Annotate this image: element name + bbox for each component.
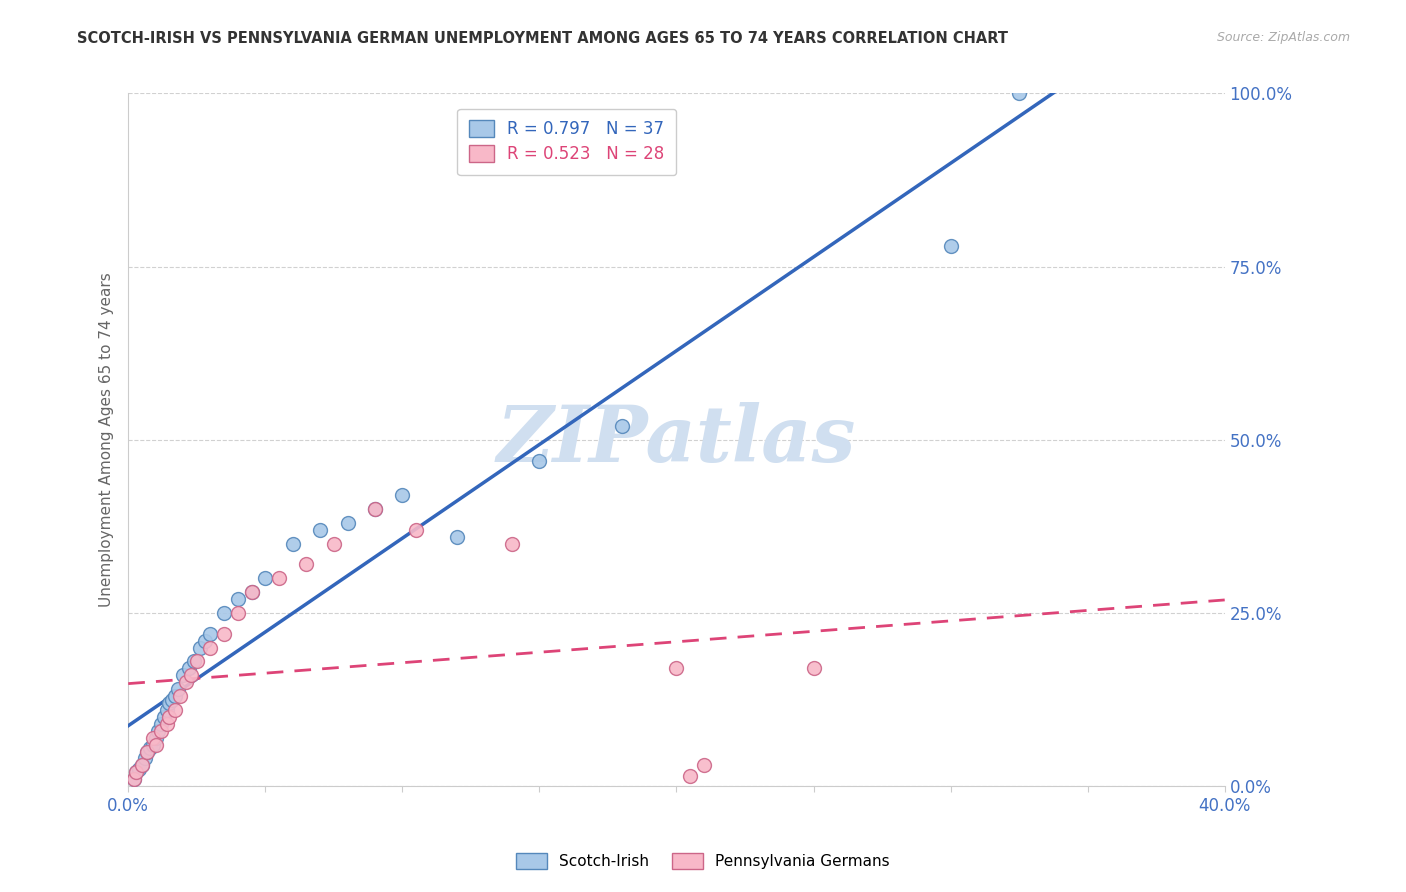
- Point: [122, 772, 145, 787]
- Point: [803, 661, 825, 675]
- Point: [254, 571, 277, 585]
- Point: [693, 758, 716, 772]
- Point: [128, 762, 150, 776]
- Point: [679, 769, 702, 783]
- Point: [322, 536, 344, 550]
- Point: [131, 758, 153, 772]
- Point: [131, 758, 153, 772]
- Point: [136, 744, 159, 758]
- Point: [148, 723, 170, 738]
- Point: [177, 661, 200, 675]
- Point: [186, 655, 208, 669]
- Point: [142, 731, 165, 745]
- Point: [200, 626, 222, 640]
- Legend: R = 0.797   N = 37, R = 0.523   N = 28: R = 0.797 N = 37, R = 0.523 N = 28: [457, 109, 676, 175]
- Point: [145, 738, 167, 752]
- Text: Source: ZipAtlas.com: Source: ZipAtlas.com: [1216, 31, 1350, 45]
- Point: [157, 696, 180, 710]
- Point: [166, 682, 188, 697]
- Point: [150, 723, 173, 738]
- Point: [364, 502, 387, 516]
- Point: [125, 765, 148, 780]
- Point: [200, 640, 222, 655]
- Point: [309, 523, 332, 537]
- Point: [157, 710, 180, 724]
- Point: [281, 536, 304, 550]
- Point: [226, 606, 249, 620]
- Point: [169, 689, 191, 703]
- Point: [665, 661, 688, 675]
- Point: [139, 741, 162, 756]
- Point: [142, 738, 165, 752]
- Point: [122, 772, 145, 787]
- Point: [405, 523, 427, 537]
- Point: [295, 558, 318, 572]
- Point: [529, 453, 551, 467]
- Point: [1008, 87, 1031, 101]
- Y-axis label: Unemployment Among Ages 65 to 74 years: Unemployment Among Ages 65 to 74 years: [100, 272, 114, 607]
- Point: [364, 502, 387, 516]
- Point: [267, 571, 290, 585]
- Point: [188, 640, 211, 655]
- Point: [240, 585, 263, 599]
- Point: [336, 516, 359, 530]
- Point: [172, 668, 194, 682]
- Point: [145, 731, 167, 745]
- Point: [156, 716, 179, 731]
- Point: [156, 703, 179, 717]
- Point: [240, 585, 263, 599]
- Point: [212, 606, 235, 620]
- Point: [226, 592, 249, 607]
- Point: [150, 716, 173, 731]
- Point: [163, 689, 186, 703]
- Text: ZIPatlas: ZIPatlas: [496, 401, 856, 478]
- Point: [501, 536, 523, 550]
- Text: SCOTCH-IRISH VS PENNSYLVANIA GERMAN UNEMPLOYMENT AMONG AGES 65 TO 74 YEARS CORRE: SCOTCH-IRISH VS PENNSYLVANIA GERMAN UNEM…: [77, 31, 1008, 46]
- Point: [194, 633, 217, 648]
- Point: [153, 710, 176, 724]
- Point: [180, 668, 202, 682]
- Point: [136, 744, 159, 758]
- Point: [163, 703, 186, 717]
- Point: [125, 765, 148, 780]
- Point: [160, 692, 183, 706]
- Point: [183, 655, 205, 669]
- Point: [174, 675, 197, 690]
- Point: [610, 418, 633, 433]
- Legend: Scotch-Irish, Pennsylvania Germans: Scotch-Irish, Pennsylvania Germans: [510, 847, 896, 875]
- Point: [134, 751, 156, 765]
- Point: [391, 488, 413, 502]
- Point: [212, 626, 235, 640]
- Point: [446, 530, 468, 544]
- Point: [939, 239, 962, 253]
